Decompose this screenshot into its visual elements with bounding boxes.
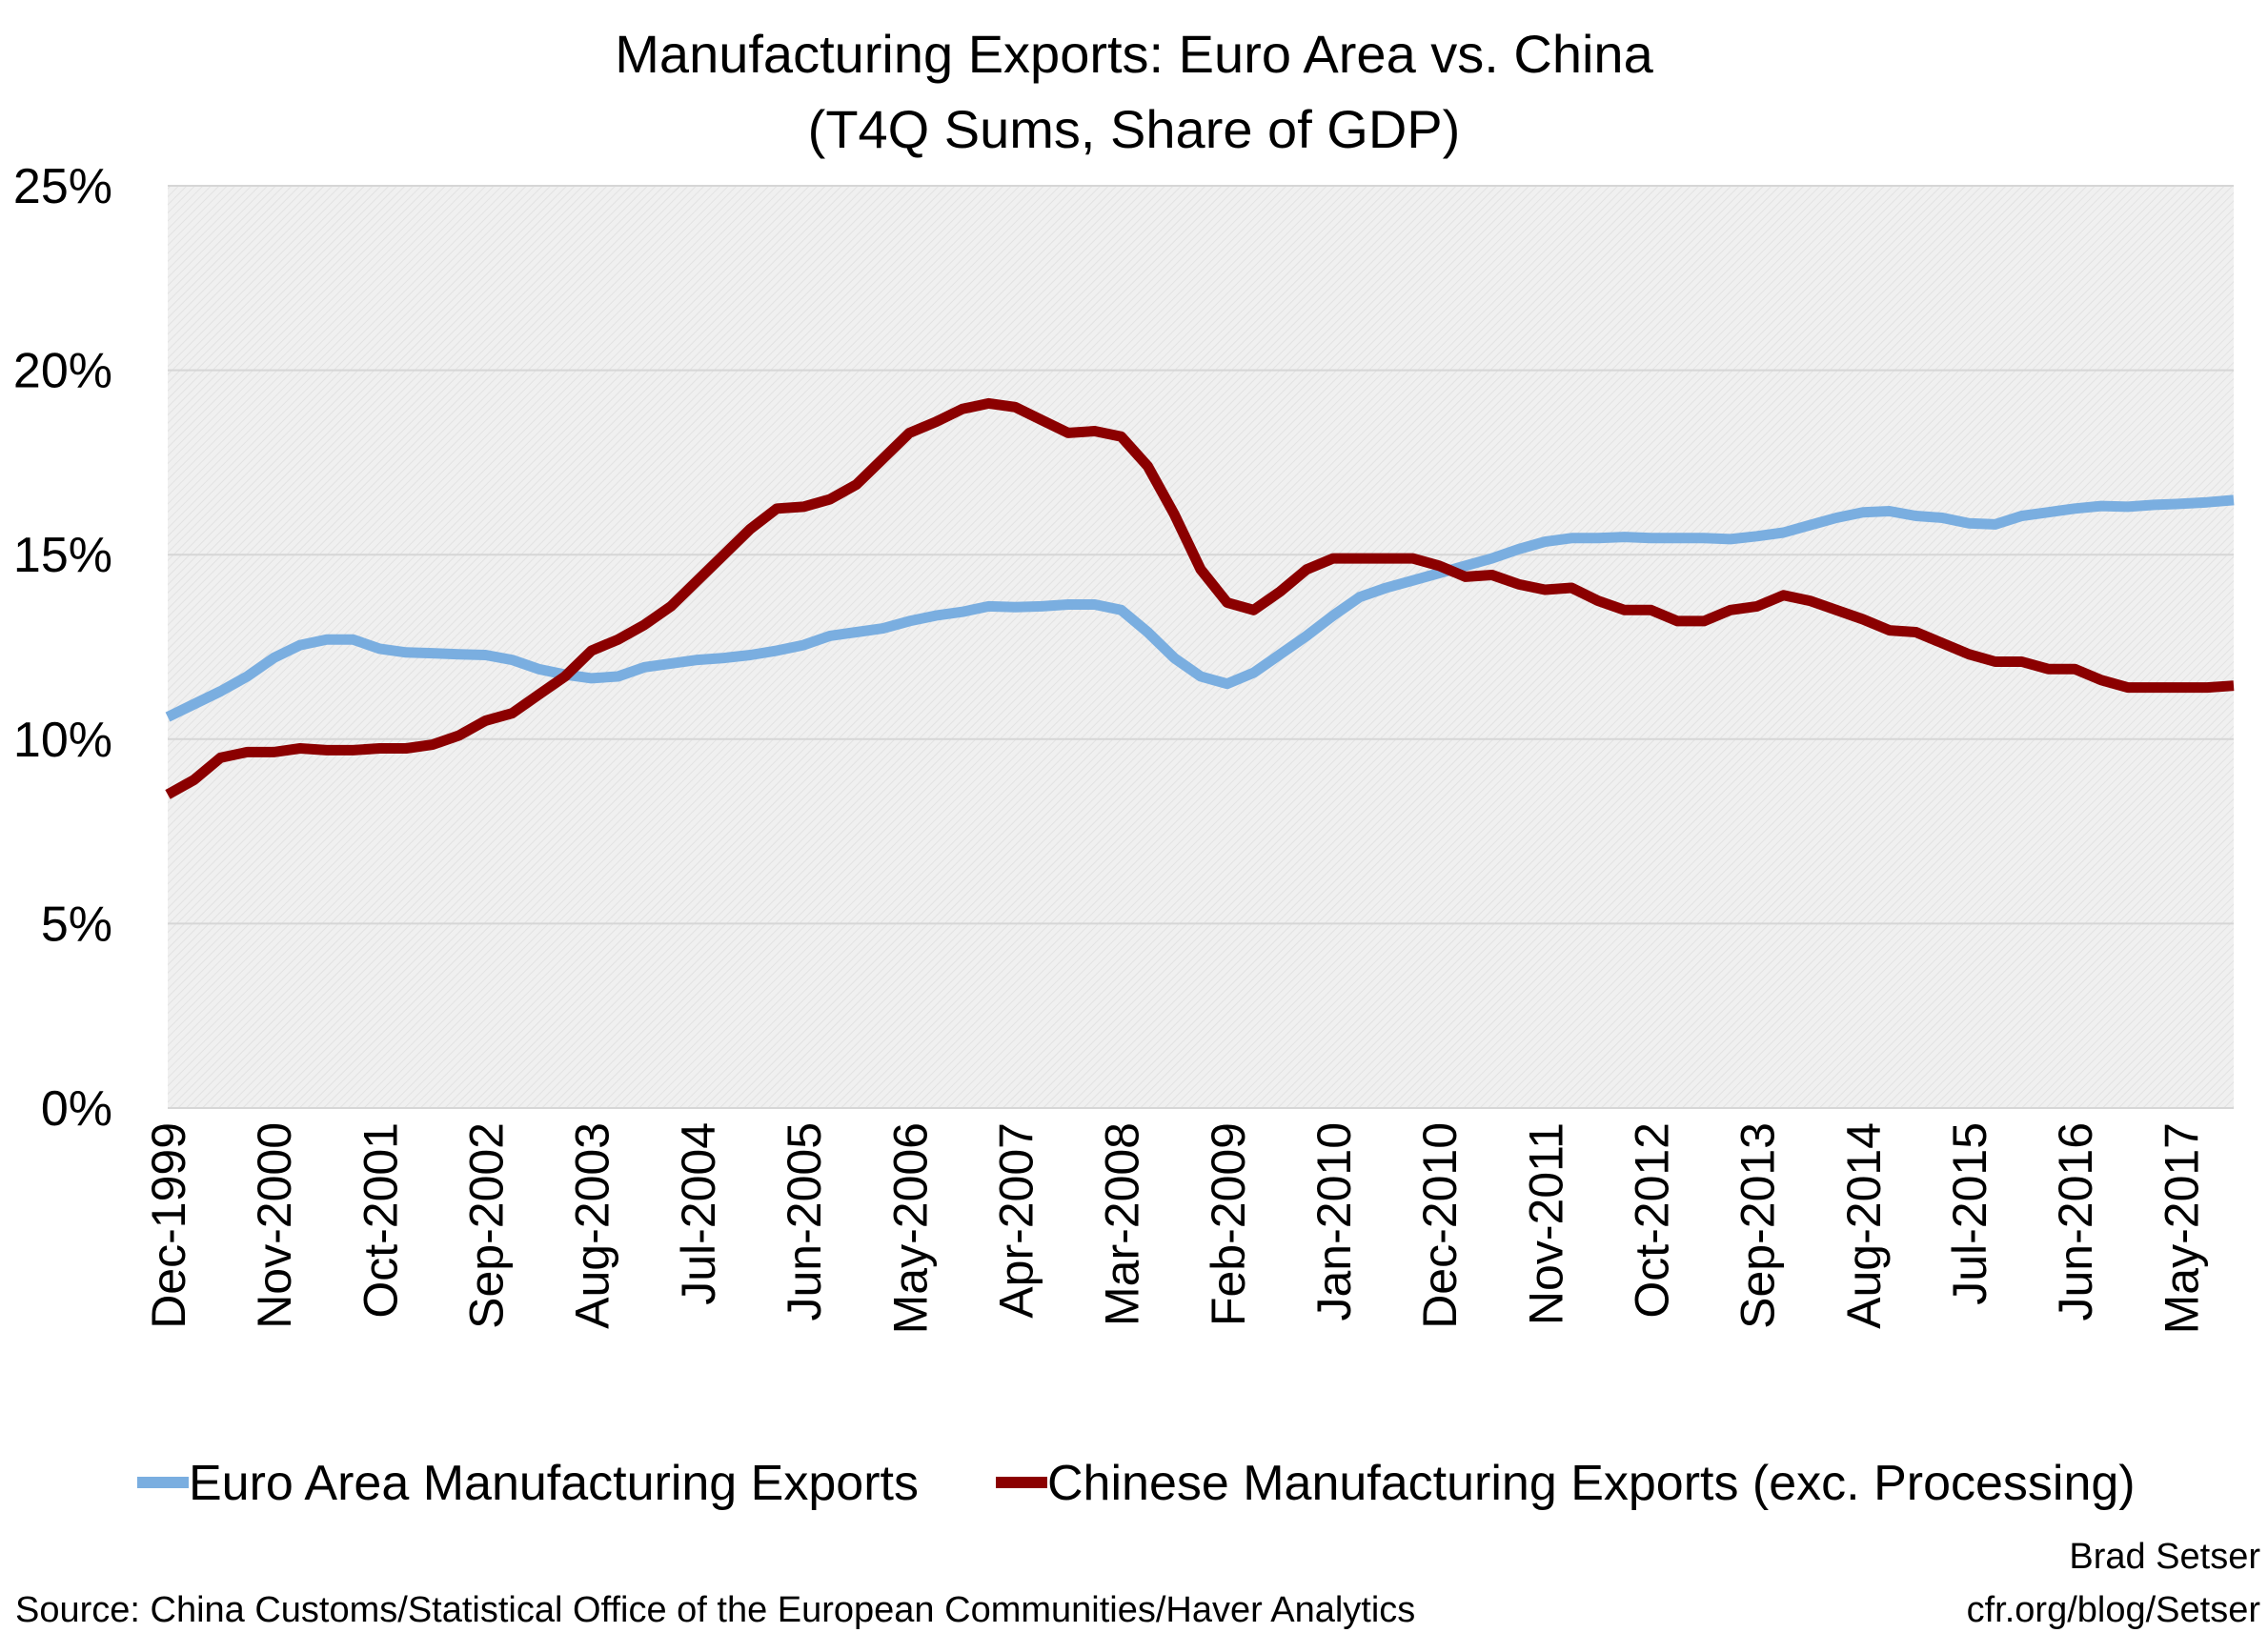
credit-name: Brad Setser (2069, 1537, 2260, 1577)
x-tick-label: Dec-2010 (1413, 1122, 1467, 1329)
x-tick-label: Nov-2000 (248, 1122, 301, 1329)
x-tick-label: Jul-2004 (672, 1122, 725, 1305)
x-tick-label: Aug-2003 (566, 1122, 619, 1329)
y-tick-label: 10% (13, 713, 112, 768)
series-lines (165, 397, 2235, 799)
y-tick-label: 5% (41, 897, 112, 952)
x-tick-label: Feb-2009 (1202, 1122, 1255, 1326)
source-note: Source: China Customs/Statistical Office… (15, 1590, 1415, 1630)
x-tick-label: Sep-2013 (1731, 1122, 1785, 1329)
credit-url: cfr.org/blog/Setser (1967, 1590, 2261, 1630)
series-line-euro-area (165, 494, 2235, 722)
y-tick-label: 25% (13, 159, 112, 214)
x-tick-label: Aug-2014 (1837, 1122, 1891, 1329)
y-tick-label: 15% (13, 528, 112, 583)
legend-label-euro: Euro Area Manufacturing Exports (189, 1456, 919, 1511)
x-axis-ticks: Dec-1999 Nov-2000 Oct-2001 Sep-2002 Aug-2003… (142, 1122, 2268, 1334)
x-tick-label: Jun-2005 (778, 1122, 831, 1321)
x-tick-label: Oct-2001 (354, 1122, 407, 1319)
x-tick-label: Dec-1999 (142, 1122, 195, 1329)
x-tick-label: Mar-2008 (1096, 1122, 1149, 1326)
x-tick-label: Jan-2010 (1307, 1122, 1361, 1321)
legend: Euro Area Manufacturing Exports Chinese … (137, 1456, 2136, 1511)
chart-subtitle: (T4Q Sums, Share of GDP) (808, 99, 1461, 159)
x-tick-label: May-2006 (883, 1122, 937, 1334)
x-tick-label: Nov-2011 (1519, 1122, 1572, 1325)
chart-title: Manufacturing Exports: Euro Area vs. Chi… (615, 24, 1653, 84)
x-tick-label: May-2017 (2155, 1122, 2208, 1334)
x-tick-label: Apr-2007 (989, 1122, 1043, 1319)
x-tick-label: Jun-2016 (2049, 1122, 2102, 1321)
y-tick-label: 20% (13, 344, 112, 399)
y-axis-ticks: 0% 5% 10% 15% 20% 25% (13, 159, 112, 1137)
x-tick-label: Jul-2015 (1943, 1122, 1996, 1305)
x-tick-label: Oct-2012 (1626, 1122, 1679, 1319)
gridlines (168, 185, 2234, 1109)
series-line-china (165, 397, 2235, 799)
x-tick-label: Sep-2002 (460, 1122, 514, 1329)
y-tick-label: 0% (41, 1081, 112, 1137)
x-tick-label: Apr-2018 (2261, 1122, 2268, 1319)
plot-area (168, 186, 2234, 1108)
legend-label-china: Chinese Manufacturing Exports (exc. Proc… (1047, 1456, 2136, 1511)
